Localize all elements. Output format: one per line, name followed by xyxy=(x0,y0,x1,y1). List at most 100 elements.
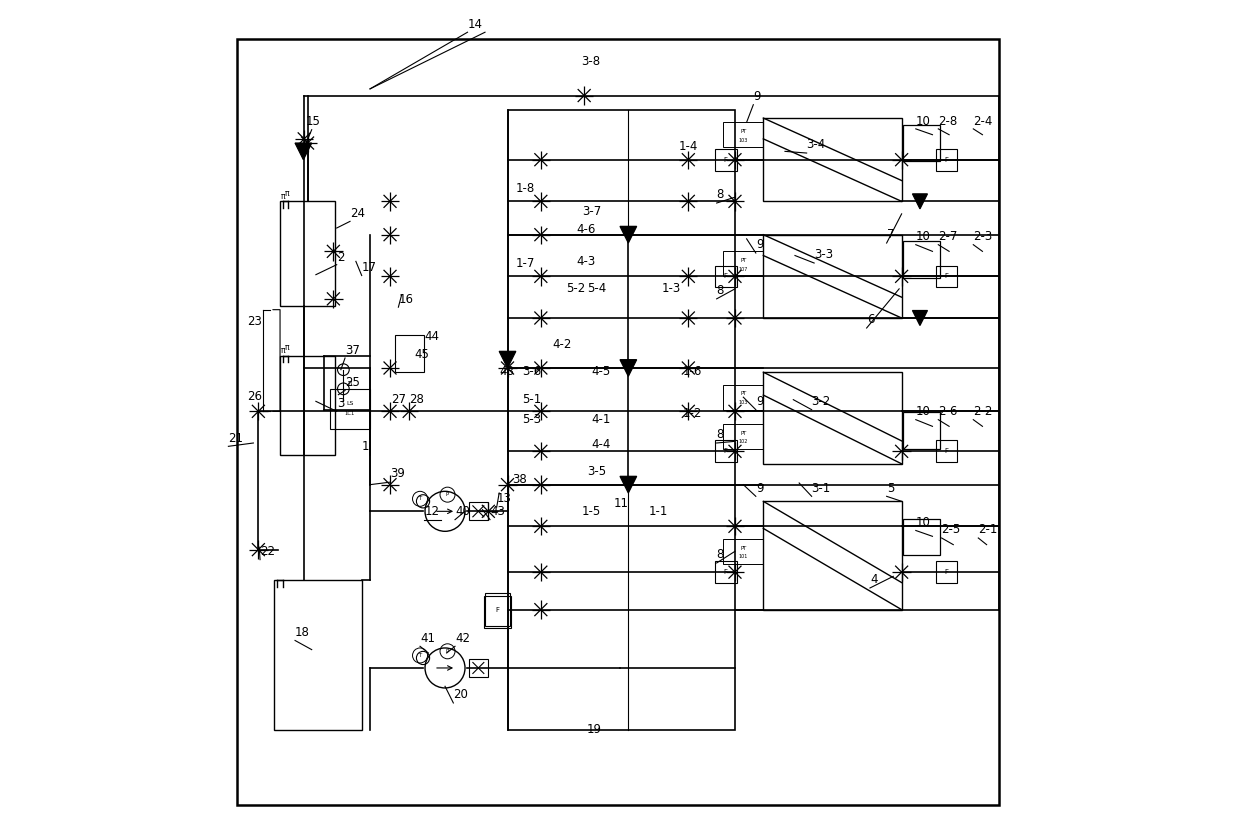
Text: π: π xyxy=(285,189,290,198)
Text: 4: 4 xyxy=(870,573,878,586)
Bar xyxy=(484,596,511,628)
Text: 5-2: 5-2 xyxy=(565,282,585,294)
Text: 1-1: 1-1 xyxy=(649,505,667,518)
Text: 48: 48 xyxy=(500,365,515,378)
Text: 42: 42 xyxy=(455,632,470,645)
Bar xyxy=(330,389,370,429)
Text: 39: 39 xyxy=(391,467,405,481)
Text: 102: 102 xyxy=(739,440,748,444)
Text: 40: 40 xyxy=(455,505,470,518)
Text: 21: 21 xyxy=(228,431,243,445)
Text: 3-8: 3-8 xyxy=(580,55,600,68)
Text: 9: 9 xyxy=(756,395,764,408)
Text: 3-4: 3-4 xyxy=(807,139,826,151)
Bar xyxy=(936,561,957,583)
Text: 1-2: 1-2 xyxy=(682,406,702,420)
Text: 1-4: 1-4 xyxy=(680,140,698,153)
Text: 2-8: 2-8 xyxy=(939,115,957,128)
Bar xyxy=(469,502,487,521)
Text: F: F xyxy=(724,448,728,454)
Text: 3-7: 3-7 xyxy=(583,205,601,218)
Text: 23: 23 xyxy=(248,315,263,328)
Text: 11: 11 xyxy=(614,497,629,510)
Text: 37: 37 xyxy=(345,344,360,357)
Bar xyxy=(723,252,764,277)
Text: 41: 41 xyxy=(420,632,435,645)
Text: 4-4: 4-4 xyxy=(591,438,611,451)
Text: 4-2: 4-2 xyxy=(553,339,572,351)
Text: 2-1: 2-1 xyxy=(978,523,998,537)
Text: PT: PT xyxy=(740,431,746,436)
Bar xyxy=(280,201,335,305)
Bar xyxy=(469,659,487,677)
Text: 1-6: 1-6 xyxy=(682,365,702,378)
Text: π: π xyxy=(281,192,285,201)
Text: 2: 2 xyxy=(337,251,345,264)
Text: 3-1: 3-1 xyxy=(812,482,831,495)
Text: 4-5: 4-5 xyxy=(591,365,611,378)
Bar xyxy=(715,561,737,583)
Text: 3-2: 3-2 xyxy=(812,395,831,408)
Text: 20: 20 xyxy=(454,688,469,701)
Text: LS: LS xyxy=(346,401,353,406)
Text: F: F xyxy=(945,448,949,454)
Text: 9: 9 xyxy=(754,90,761,103)
Text: 3-3: 3-3 xyxy=(815,248,833,262)
Text: 1-7: 1-7 xyxy=(516,257,536,270)
Polygon shape xyxy=(620,477,636,493)
Text: 15: 15 xyxy=(306,115,321,128)
Text: T: T xyxy=(418,653,422,658)
Text: 16: 16 xyxy=(398,293,413,305)
Bar xyxy=(764,372,901,464)
Text: 22: 22 xyxy=(260,545,275,558)
Text: T: T xyxy=(418,497,422,502)
Text: F: F xyxy=(724,569,728,575)
Bar xyxy=(715,266,737,288)
Text: P: P xyxy=(446,492,449,497)
Text: PT: PT xyxy=(740,129,746,134)
Text: PT: PT xyxy=(740,391,746,396)
Text: 19: 19 xyxy=(587,723,601,737)
Bar xyxy=(723,539,764,563)
Text: 2-5: 2-5 xyxy=(941,523,961,537)
Text: F: F xyxy=(945,273,949,279)
Text: 8: 8 xyxy=(717,428,724,441)
Text: 7: 7 xyxy=(887,228,894,242)
Polygon shape xyxy=(913,194,928,209)
Text: 25: 25 xyxy=(345,376,360,389)
Bar xyxy=(936,149,957,171)
Text: 24: 24 xyxy=(350,206,365,220)
Text: 2-6: 2-6 xyxy=(939,405,957,418)
Text: 3-5: 3-5 xyxy=(588,465,606,478)
Text: 4-1: 4-1 xyxy=(591,413,611,426)
Text: 28: 28 xyxy=(409,392,424,405)
Bar xyxy=(903,242,940,278)
Text: 5-3: 5-3 xyxy=(522,413,541,426)
Text: F: F xyxy=(724,156,728,163)
Bar xyxy=(723,424,764,449)
Text: PT: PT xyxy=(740,546,746,551)
Text: 3: 3 xyxy=(337,396,343,410)
Text: F: F xyxy=(945,156,949,163)
Text: 18: 18 xyxy=(295,626,310,639)
Polygon shape xyxy=(913,310,928,325)
Text: 10: 10 xyxy=(916,516,931,529)
Bar xyxy=(936,441,957,462)
Text: 2-2: 2-2 xyxy=(973,405,993,418)
Bar xyxy=(764,502,901,609)
Text: 1-3: 1-3 xyxy=(662,282,681,294)
Text: F: F xyxy=(945,569,949,575)
Bar xyxy=(485,593,510,626)
Text: 3-6: 3-6 xyxy=(522,365,541,378)
Bar xyxy=(936,266,957,288)
Bar xyxy=(723,385,764,410)
Text: 103: 103 xyxy=(739,138,748,143)
Text: 9: 9 xyxy=(756,482,764,495)
Text: 8: 8 xyxy=(717,284,724,297)
Text: 8: 8 xyxy=(717,548,724,561)
Polygon shape xyxy=(620,359,636,376)
Text: π: π xyxy=(281,346,285,355)
Text: PT: PT xyxy=(740,258,746,263)
Text: 43: 43 xyxy=(490,505,505,518)
Text: 2-3: 2-3 xyxy=(973,230,992,243)
